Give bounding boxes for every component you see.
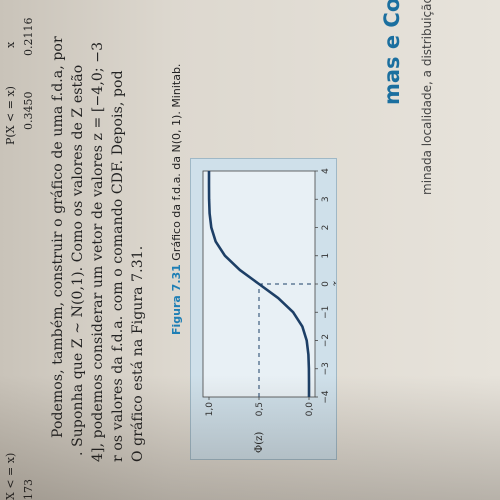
paragraph-line: 4], podemos considerar um vetor de valor… xyxy=(90,41,106,462)
paragraph-line: Podemos, também, construir o gráfico de … xyxy=(50,36,66,438)
y-tick-label: 0,5 xyxy=(255,402,265,416)
y-tick-label: 1,0 xyxy=(205,402,215,417)
x-tick-label: 3 xyxy=(321,196,331,202)
x-tick-label: 4 xyxy=(321,168,331,174)
paragraph-line: r os valores da f.d.a. com o comando CDF… xyxy=(110,70,126,462)
figure-label: Figura 7.31 xyxy=(170,264,183,335)
y-tick-label: 0,0 xyxy=(305,402,315,417)
x-axis-label: z xyxy=(331,281,336,288)
figure-panel: −4 −3 −2 −1 0 1 2 3 4 0,0 0,5 1,0 z Φ(z) xyxy=(190,158,342,460)
x-tick-label: 1 xyxy=(321,253,331,259)
y-annotation-label: Φ(z) xyxy=(254,432,265,453)
x-tick-label: −2 xyxy=(321,334,331,347)
paragraph-line: O gráfico está na Figura 7.31. xyxy=(130,245,146,462)
section-heading: mas e Complementos xyxy=(380,0,404,105)
x-tick-label: −1 xyxy=(321,306,331,319)
x-tick-label: −4 xyxy=(321,390,331,404)
x-tick-label: 2 xyxy=(321,225,331,231)
table-cell: 0.2116 xyxy=(22,17,35,57)
cdf-chart: −4 −3 −2 −1 0 1 2 3 4 0,0 0,5 1,0 z Φ(z) xyxy=(202,168,342,453)
figure-caption: Figura 7.31 Gráfico da f.d.a. da N(0, 1)… xyxy=(170,64,183,335)
table-fragment-left: 173 xyxy=(22,479,35,500)
paragraph-line: . Suponha que Z ~ N(0,1). Como os valore… xyxy=(70,64,86,456)
table-header-cell: x xyxy=(4,41,17,48)
cdf-curve xyxy=(207,171,311,397)
figure-caption-text: Gráfico da f.d.a. da N(0, 1). Minitab. xyxy=(170,63,183,261)
section-text: minada localidade, a distribuição de ren… xyxy=(420,0,434,195)
table-fragment-left: X < = x) xyxy=(4,452,17,500)
x-tick-label: 0 xyxy=(321,281,331,287)
table-header-cell: P(X < = x) xyxy=(4,86,17,145)
x-tick-label: −3 xyxy=(321,362,331,375)
table-cell: 0.3450 xyxy=(22,91,35,131)
